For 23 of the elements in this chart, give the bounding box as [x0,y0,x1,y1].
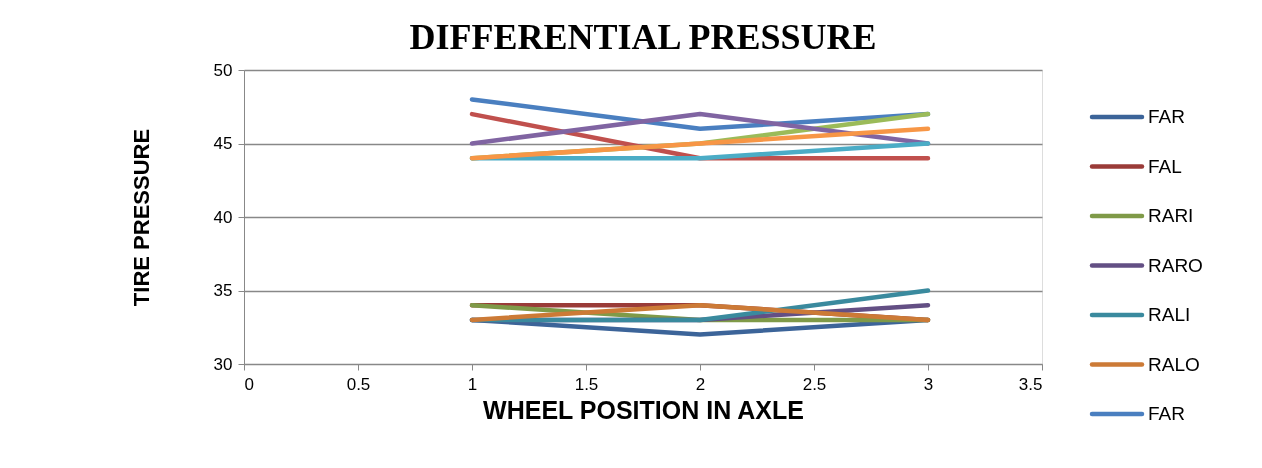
x-tick-label: 3.5 [1018,374,1043,394]
x-tick-label: 3 [923,374,934,394]
y-tick-label: 50 [213,60,233,80]
y-tick-label: 45 [213,134,233,153]
y-tick-label: 30 [213,354,233,374]
x-axis-title: WHEEL POSITION IN AXLE [483,395,804,424]
x-tick-label: 1 [467,374,478,394]
x-tick-label: 2.5 [802,374,827,394]
legend-label: FAR [1148,403,1185,424]
x-tick-label: 2 [695,374,706,394]
y-axis-title: TIRE PRESSURE [128,128,154,307]
legend-label: RALI [1148,304,1191,325]
y-tick-label: 40 [213,207,233,227]
y-tick-label: 35 [213,281,233,300]
chart-title: DIFFERENTIAL PRESSURE [409,17,877,57]
x-tick-label: 0 [244,374,254,394]
legend-label: FAL [1148,155,1182,177]
legend-label: RARO [1148,254,1203,276]
x-tick-label: 0.5 [346,374,371,394]
legend-label: RARI [1148,205,1194,226]
legend-label: RALO [1148,353,1200,375]
legend-label: FAR [1148,106,1185,127]
x-tick-label: 1.5 [574,374,599,394]
